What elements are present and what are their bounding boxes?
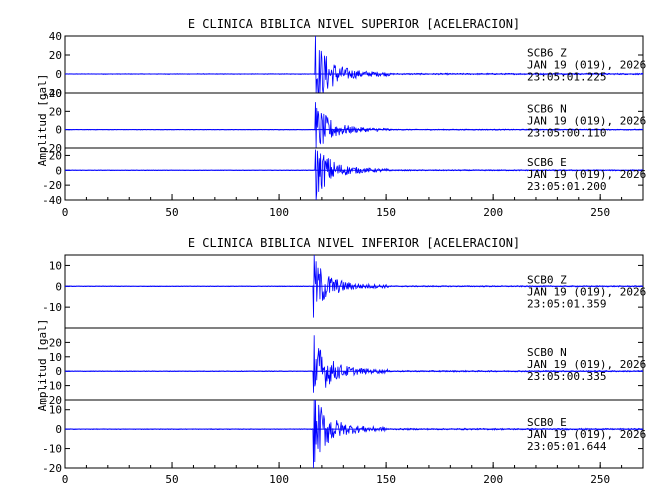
y-tick-label: 0	[55, 68, 62, 81]
chart-0: E CLINICA BIBLICA NIVEL SUPERIOR [ACELER…	[36, 17, 646, 219]
panel-frame	[64, 147, 644, 201]
y-tick-label: -10	[42, 443, 62, 456]
chart-1: E CLINICA BIBLICA NIVEL INFERIOR [ACELER…	[36, 236, 646, 486]
trace-time: 23:05:01.644	[527, 440, 607, 453]
x-tick-label: 0	[62, 473, 69, 486]
trace-date: JAN 19 (019), 2026	[527, 428, 646, 441]
y-tick-label: 0	[55, 124, 62, 137]
y-tick-label: 20	[49, 49, 62, 62]
y-tick-label: 0	[55, 365, 62, 378]
trace-time: 23:05:01.225	[527, 71, 606, 84]
x-tick-label: 200	[483, 206, 503, 219]
x-tick-label: 100	[269, 206, 289, 219]
x-tick-label: 200	[483, 473, 503, 486]
trace-time: 23:05:00.110	[527, 127, 606, 140]
y-tick-label: 40	[49, 87, 62, 100]
chart-title: E CLINICA BIBLICA NIVEL INFERIOR [ACELER…	[188, 236, 520, 250]
y-tick-label: -20	[42, 462, 62, 475]
trace-date: JAN 19 (019), 2026	[527, 286, 646, 299]
y-tick-label: -10	[42, 380, 62, 393]
trace-time: 23:05:00.335	[527, 370, 606, 383]
y-tick-label: -20	[42, 179, 62, 192]
trace-date: JAN 19 (019), 2026	[527, 115, 646, 128]
trace-date: JAN 19 (019), 2026	[527, 168, 646, 181]
station-component-label: SCB0 N	[527, 346, 567, 359]
panel-frame	[64, 399, 644, 469]
y-tick-label: -10	[42, 301, 62, 314]
station-component-label: SCB0 E	[527, 416, 567, 429]
y-tick-label: 20	[49, 105, 62, 118]
x-tick-label: 250	[590, 473, 610, 486]
station-component-label: SCB6 N	[527, 103, 567, 116]
x-tick-label: 100	[269, 473, 289, 486]
trace-date: JAN 19 (019), 2026	[527, 59, 646, 72]
y-axis-label: Amplitud [gal]	[36, 319, 49, 412]
y-tick-label: -20	[42, 87, 62, 100]
x-tick-label: 50	[165, 206, 178, 219]
y-tick-label: -20	[42, 394, 62, 407]
x-tick-label: 50	[165, 473, 178, 486]
y-tick-label: 10	[49, 351, 62, 364]
y-tick-label: -40	[42, 194, 62, 207]
x-tick-label: 150	[376, 473, 396, 486]
station-component-label: SCB0 Z	[527, 274, 567, 287]
y-tick-label: 10	[49, 404, 62, 417]
chart-title: E CLINICA BIBLICA NIVEL SUPERIOR [ACELER…	[188, 17, 520, 31]
y-tick-label: 0	[55, 164, 62, 177]
y-axis-label: Amplitud [gal]	[36, 74, 49, 167]
x-tick-label: 250	[590, 206, 610, 219]
y-tick-label: -20	[42, 142, 62, 155]
y-tick-label: 0	[55, 280, 62, 293]
y-tick-label: 20	[49, 336, 62, 349]
station-component-label: SCB6 E	[527, 156, 567, 169]
trace-date: JAN 19 (019), 2026	[527, 358, 646, 371]
trace-time: 23:05:01.200	[527, 180, 606, 193]
y-tick-label: 20	[49, 149, 62, 162]
station-component-label: SCB6 Z	[527, 47, 567, 60]
y-tick-label: 10	[49, 259, 62, 272]
x-tick-label: 0	[62, 206, 69, 219]
trace-time: 23:05:01.359	[527, 298, 606, 311]
y-tick-label: 0	[55, 423, 62, 436]
y-tick-label: 40	[49, 30, 62, 43]
x-tick-label: 150	[376, 206, 396, 219]
